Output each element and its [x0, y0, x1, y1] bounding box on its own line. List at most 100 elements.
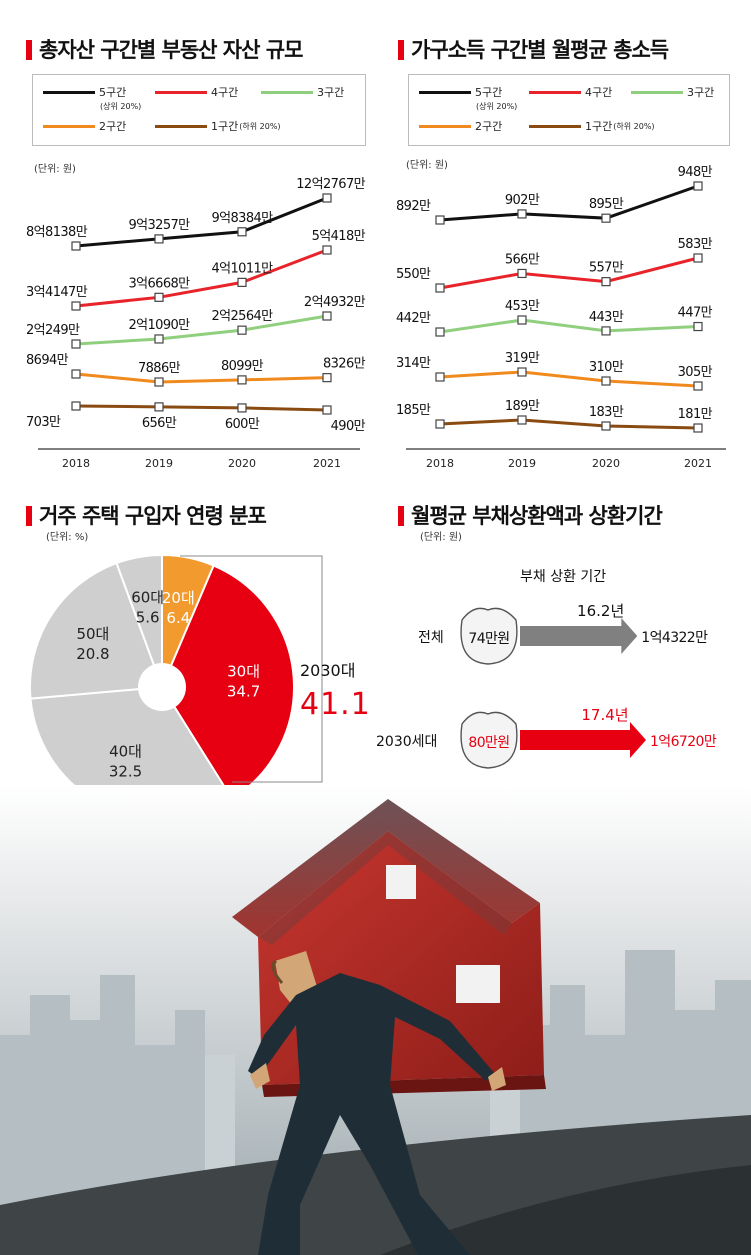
- data-point: [154, 334, 164, 344]
- data-point: [601, 421, 611, 431]
- series-line-q5: [439, 184, 699, 222]
- legend-q5-note: (상위 20%): [100, 101, 142, 111]
- data-label: 5억418만: [312, 229, 366, 244]
- data-label: 490만: [331, 419, 366, 434]
- asset-chart-panel: 총자산 구간별 부동산 자산 규모 5구간 (상위 20%) 4구간 3구간 2…: [0, 0, 375, 480]
- x-tick-label: 2021: [313, 457, 341, 470]
- data-point: [322, 405, 332, 415]
- debt-period-value: 17.4년: [581, 706, 628, 724]
- debt-total-value: 1억6720만: [650, 734, 717, 750]
- pie-slice-value: 6.4: [166, 609, 190, 627]
- money-bag-icon: [460, 711, 518, 769]
- data-point: [693, 321, 703, 332]
- asset-chart-unit: (단위: 원): [34, 164, 76, 175]
- income-chart-legend: 5구간 (상위 20%) 4구간 3구간 2구간 1구간 (하위 20%): [408, 74, 730, 146]
- combined-bracket: [180, 555, 323, 783]
- data-label: 4억1011만: [211, 261, 273, 276]
- data-label: 2억249만: [26, 323, 80, 338]
- data-label: 550만: [396, 267, 431, 282]
- legend-q1: 1구간 (하위 20%): [155, 117, 281, 135]
- data-label: 557만: [589, 261, 624, 276]
- data-point: [517, 268, 527, 279]
- asset-chart-title: 총자산 구간별 부동산 자산 규모: [26, 34, 303, 64]
- data-point: [71, 369, 81, 379]
- series-line-q2: [75, 372, 328, 384]
- data-label: 948만: [678, 165, 713, 180]
- data-point: [154, 402, 164, 412]
- combined-value: 41.1: [300, 687, 371, 722]
- data-label: 2억1090만: [128, 318, 190, 333]
- data-point: [435, 215, 445, 225]
- series-line-q4: [75, 248, 328, 308]
- data-point: [237, 325, 247, 335]
- data-label: 566만: [505, 252, 540, 267]
- legend-swatch-q3: [261, 90, 313, 94]
- data-label: 310만: [589, 360, 624, 375]
- data-point: [322, 193, 332, 203]
- data-point: [237, 277, 247, 287]
- legend-q2: 2구간: [419, 117, 502, 135]
- pie-slice-label: 40대: [109, 742, 142, 760]
- income-chart-panel: 가구소득 구간별 월평균 총소득 5구간 (상위 20%) 4구간 3구간 2구…: [376, 0, 751, 480]
- data-point: [601, 213, 611, 223]
- x-tick-label: 2021: [684, 457, 712, 470]
- series-line-q5: [75, 196, 328, 248]
- legend-swatch-q3: [631, 90, 683, 94]
- data-label: 183만: [589, 405, 624, 420]
- data-label: 447만: [678, 306, 713, 321]
- data-label: 181만: [678, 407, 713, 422]
- money-bag-icon: [460, 607, 518, 665]
- legend-swatch-q5: [419, 90, 471, 94]
- house-carrier-illustration: [0, 785, 751, 1255]
- data-point: [601, 277, 611, 287]
- series-line-q4: [439, 256, 699, 290]
- data-point: [322, 373, 332, 383]
- data-point: [693, 181, 703, 191]
- debt-arrow: [520, 722, 646, 758]
- data-point: [435, 419, 445, 429]
- data-label: 600만: [225, 417, 260, 432]
- legend-swatch-q5: [43, 90, 95, 94]
- legend-swatch-q2: [43, 124, 95, 128]
- data-label: 8099만: [221, 359, 264, 374]
- data-label: 453만: [505, 299, 540, 314]
- legend-q2: 2구간: [43, 117, 126, 135]
- asset-line-chart: 2018 2019 2020 2021 8억8138만 9억3257만 9억8384만 12억…: [26, 177, 366, 470]
- data-point: [517, 415, 527, 425]
- data-label: 12억2767만: [296, 177, 365, 192]
- debt-header: 부채 상환 기간: [520, 569, 607, 585]
- pie-center-hole: [138, 663, 186, 711]
- x-tick-label: 2018: [426, 457, 454, 470]
- legend-swatch-q1: [155, 124, 207, 128]
- legend-swatch-q4: [155, 90, 207, 94]
- legend-q3: 3구간: [631, 83, 714, 101]
- data-point: [237, 227, 247, 237]
- age-pie-unit: (단위: %): [46, 532, 89, 543]
- data-point: [693, 423, 703, 433]
- series-line-q1: [439, 418, 699, 430]
- x-tick-label: 2019: [145, 457, 173, 470]
- debt-title: 월평균 부채상환액과 상환기간: [398, 500, 663, 530]
- pie-slice-value: 32.5: [109, 762, 142, 780]
- data-label: 9억8384만: [211, 211, 273, 226]
- data-point: [71, 241, 81, 251]
- data-point: [517, 367, 527, 377]
- pie-slice-label: 30대: [227, 663, 260, 681]
- legend-swatch-q4: [529, 90, 581, 94]
- pie-slice-value: 34.7: [227, 683, 260, 701]
- pie-slice-value: 5.6: [136, 608, 160, 626]
- debt-monthly-value: 74만원: [468, 631, 509, 647]
- asset-chart-legend: 5구간 (상위 20%) 4구간 3구간 2구간 1구간 (하위 20%): [32, 74, 366, 146]
- legend-q5: 5구간: [43, 83, 126, 101]
- data-point: [435, 327, 445, 337]
- x-tick-label: 2020: [228, 457, 256, 470]
- pie-slice-label: 50대: [76, 625, 109, 643]
- data-point: [517, 209, 527, 219]
- data-label: 7886만: [138, 361, 181, 376]
- data-point: [601, 326, 611, 336]
- x-tick-label: 2019: [508, 457, 536, 470]
- debt-period-value: 16.2년: [577, 602, 624, 620]
- ground-shadow: [380, 1165, 751, 1255]
- debt-group-label: 전체: [418, 630, 444, 646]
- data-point: [693, 381, 703, 391]
